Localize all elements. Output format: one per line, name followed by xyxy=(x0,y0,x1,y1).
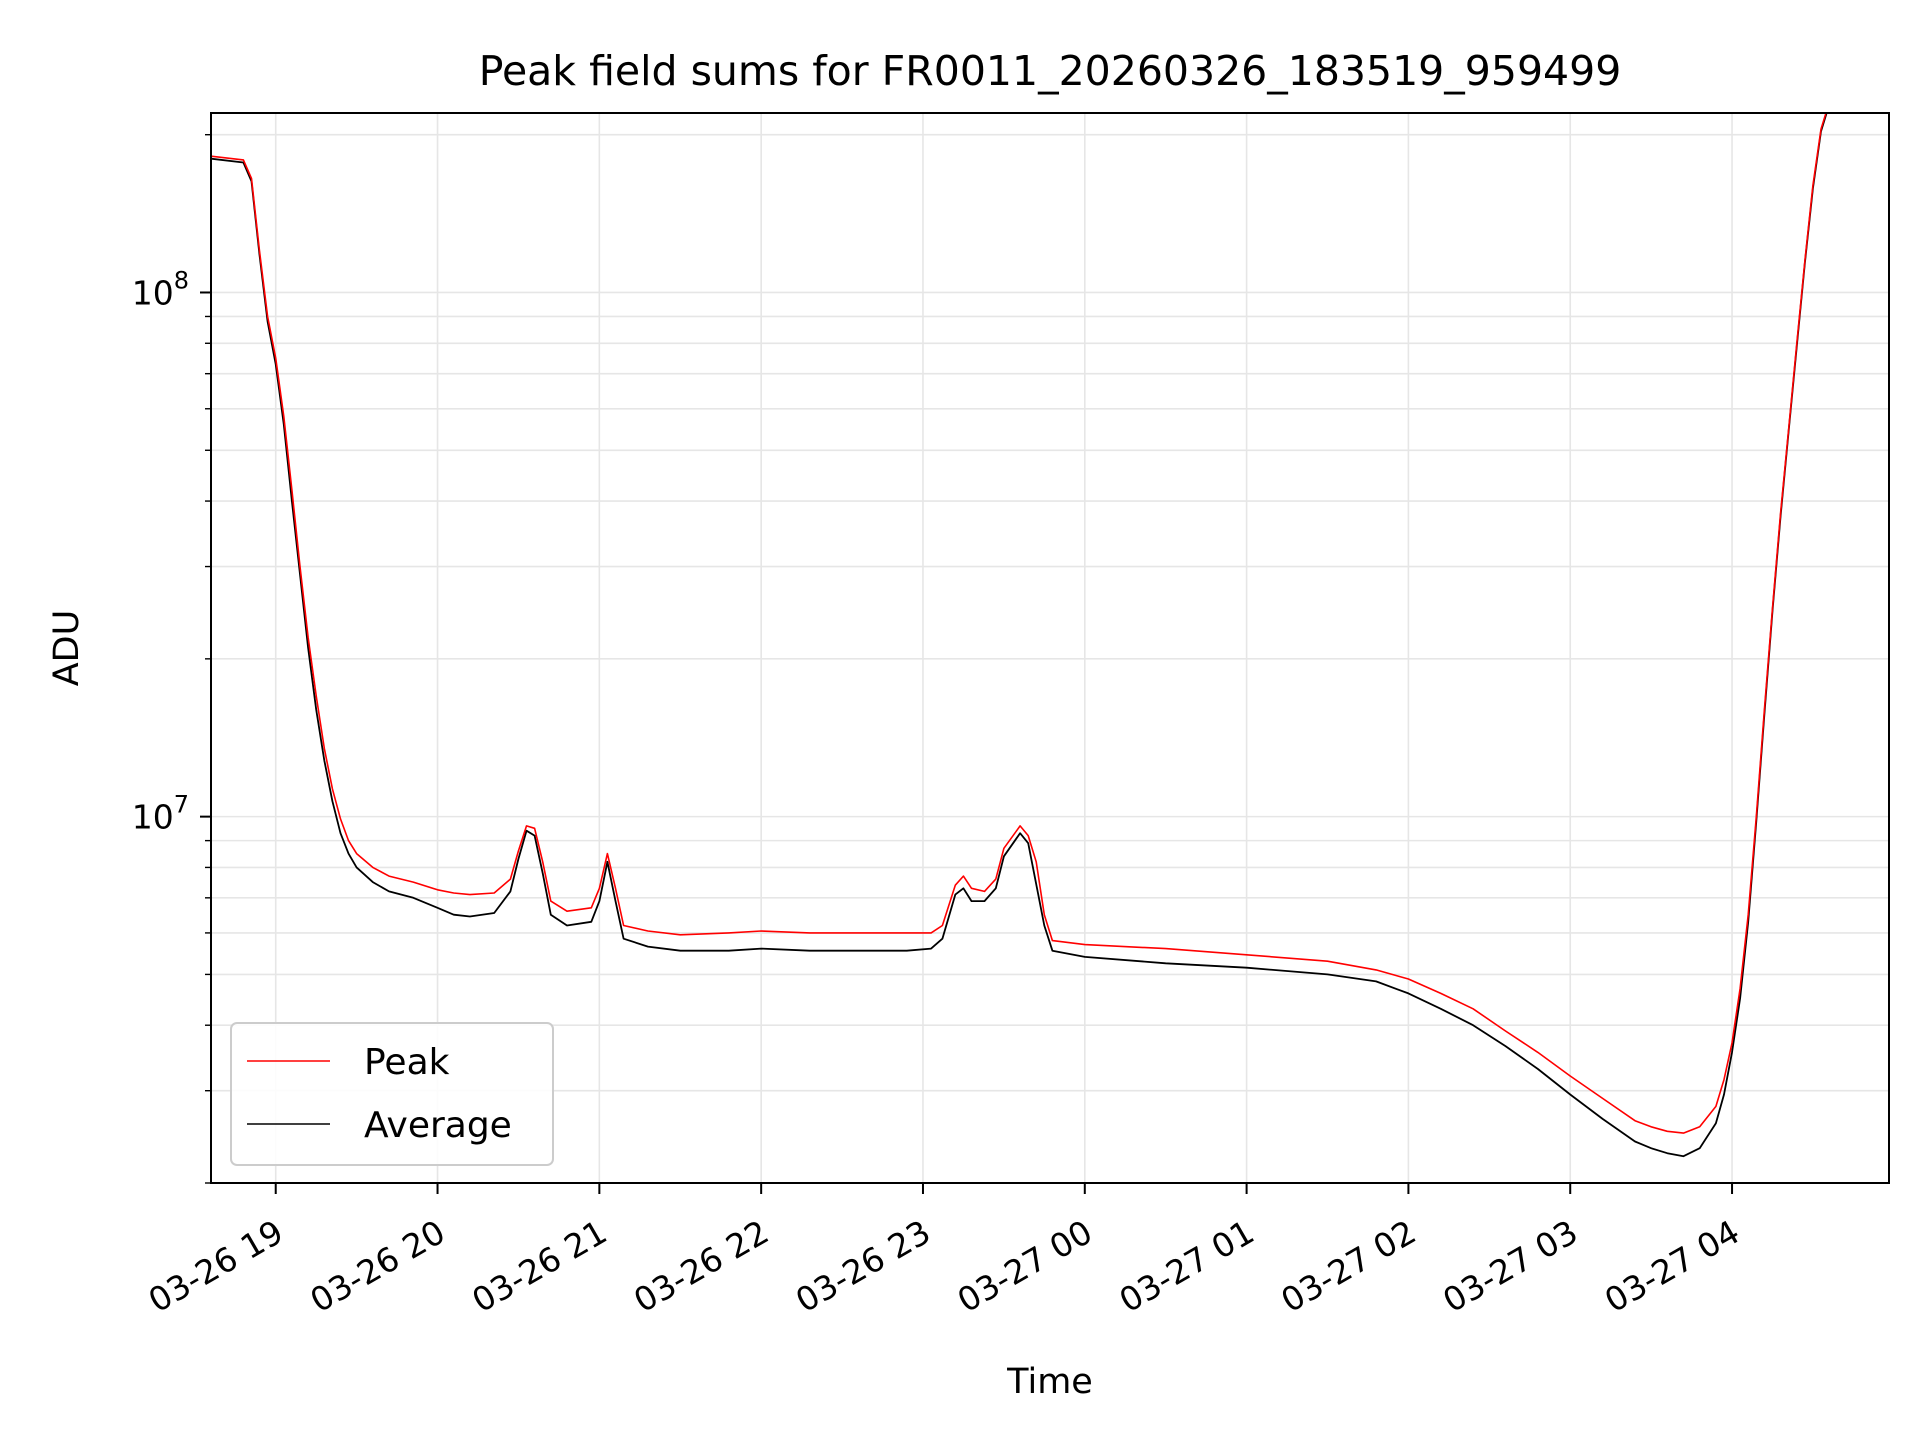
plot-frame xyxy=(210,112,1890,1184)
series-layer xyxy=(211,113,1828,1158)
y-tick-label: 107 xyxy=(132,791,189,837)
y-tick-exponent: 7 xyxy=(174,791,189,819)
chart-title: Peak field sums for FR0011_20260326_1835… xyxy=(479,47,1622,95)
x-axis-label: Time xyxy=(1006,1362,1093,1402)
y-tick-base: 10 xyxy=(132,273,174,312)
series-average-line xyxy=(211,113,1828,1158)
y-tick-label: 108 xyxy=(132,266,189,312)
legend-box xyxy=(230,1022,554,1166)
y-tick-exponent: 8 xyxy=(174,266,189,294)
series-peak-line xyxy=(211,113,1827,1134)
legend: Peak Average xyxy=(230,1022,554,1166)
legend-peak-label: Peak xyxy=(364,1042,450,1083)
legend-average-label: Average xyxy=(364,1105,512,1146)
y-tick-base: 10 xyxy=(132,798,174,837)
y-axis-label: ADU xyxy=(47,610,87,687)
